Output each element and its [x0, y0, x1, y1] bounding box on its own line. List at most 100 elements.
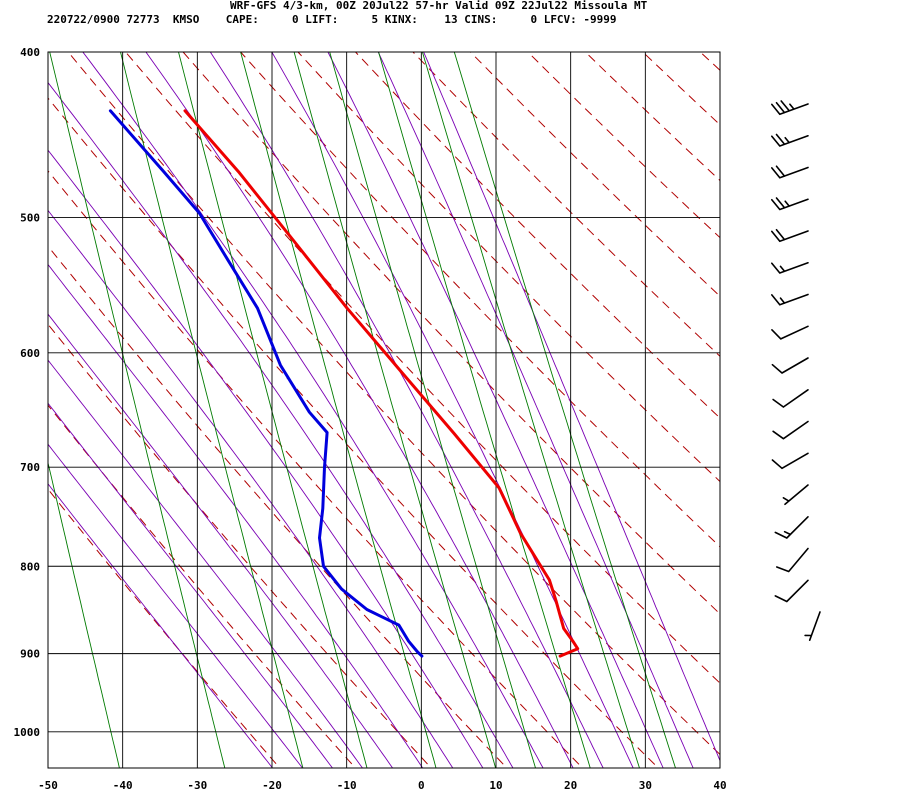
wind-barb	[771, 197, 809, 211]
wind-barb	[771, 100, 809, 116]
wind-barb	[771, 133, 809, 147]
wind-barb-stroke	[771, 133, 809, 147]
moist-adiabat	[48, 81, 514, 768]
x-tick-label: 20	[564, 779, 577, 792]
dry-adiabat	[48, 170, 584, 768]
dry-adiabat	[48, 488, 281, 768]
moist-adiabat	[48, 443, 304, 768]
dry-adiabat	[354, 52, 720, 419]
background-lines	[48, 33, 900, 775]
sounding-indices: 220722/0900 72773 KMSO CAPE: 0 LIFT: 5 K…	[47, 13, 617, 26]
x-tick-label: -40	[113, 779, 133, 792]
wind-barb-stroke	[771, 452, 809, 470]
wind-barb-stroke	[772, 389, 809, 408]
moist-adiabat	[209, 52, 604, 768]
dry-adiabat	[412, 52, 720, 357]
moist-adiabat	[82, 52, 544, 768]
dewpoint-profile	[108, 109, 424, 658]
wind-barb-stroke	[771, 262, 809, 274]
wind-barb-stroke	[771, 197, 809, 211]
wind-barb-stroke	[771, 165, 809, 179]
dry-adiabat	[527, 52, 720, 239]
dry-adiabat	[642, 52, 720, 126]
temperature-profile	[183, 109, 580, 658]
dry-adiabat	[239, 52, 720, 548]
dry-adiabat	[699, 52, 720, 71]
moist-adiabat	[377, 52, 694, 768]
wind-barb	[771, 357, 809, 374]
tick-labels: -50 -40 -30 -20 -10 0 10 20 30 40 400 500 600 700 800 9…	[14, 46, 727, 792]
wind-barb	[771, 452, 809, 470]
dry-adiabat	[794, 33, 900, 775]
moist-adiabat	[48, 209, 454, 768]
mixing-ratio-line	[378, 52, 591, 768]
x-tick-label: -30	[187, 779, 207, 792]
wind-barb-stroke	[774, 579, 809, 603]
wind-barb	[772, 420, 809, 440]
wind-barb	[771, 325, 809, 340]
moist-adiabat	[145, 52, 574, 768]
moist-adiabat	[48, 313, 394, 768]
wind-barb	[804, 611, 821, 641]
moist-adiabat	[327, 52, 664, 768]
wind-barbs	[771, 100, 821, 641]
wind-barb-stroke	[771, 228, 809, 243]
x-tick-label: -10	[337, 779, 357, 792]
moist-adiabat	[48, 149, 484, 768]
y-tick-label: 900	[20, 648, 40, 661]
y-tick-label: 700	[20, 461, 40, 474]
dry-adiabat	[48, 404, 357, 768]
moist-adiabat	[48, 402, 334, 768]
wind-barb	[771, 262, 809, 274]
wind-barb	[774, 579, 809, 603]
mixing-ratio-line	[329, 52, 536, 768]
moist-adiabat	[423, 52, 720, 762]
wind-barb-stroke	[771, 325, 809, 340]
wind-barb-stroke	[804, 611, 821, 641]
plot-frame	[47, 51, 721, 769]
wind-barb	[782, 484, 809, 506]
wind-barb	[772, 389, 809, 408]
moist-adiabat	[48, 359, 364, 768]
mixing-ratio-line	[453, 52, 676, 768]
dry-adiabat	[737, 33, 900, 775]
y-tick-label: 800	[20, 560, 40, 573]
dry-adiabat	[469, 52, 720, 297]
x-tick-label: -50	[38, 779, 58, 792]
dry-adiabat	[182, 52, 720, 615]
wind-barb-stroke	[771, 100, 809, 116]
wind-barb-stroke	[772, 420, 809, 440]
dry-adiabat	[48, 97, 660, 768]
y-tick-label: 1000	[14, 726, 41, 739]
mixing-ratio-line	[49, 52, 226, 768]
x-tick-label: 40	[713, 779, 726, 792]
y-tick-label: 600	[20, 347, 40, 360]
wind-barb	[771, 165, 809, 179]
wind-barb-stroke	[776, 547, 809, 573]
mixing-ratio-line	[240, 52, 437, 768]
wind-barb-stroke	[782, 484, 809, 506]
wind-barb	[771, 293, 809, 306]
mixing-ratio-line	[120, 52, 304, 768]
dry-adiabat	[48, 323, 432, 768]
wind-barb-stroke	[774, 516, 809, 539]
mixing-ratio-line	[48, 460, 120, 768]
dry-adiabat	[48, 245, 508, 768]
series-layer	[108, 109, 580, 658]
mixing-ratio-line	[293, 52, 497, 768]
dry-adiabat	[852, 33, 900, 775]
x-tick-label: 10	[489, 779, 502, 792]
wind-barb	[774, 516, 809, 539]
dry-adiabat	[67, 52, 720, 756]
x-tick-label: 0	[418, 779, 425, 792]
mixing-ratio-line	[178, 52, 368, 768]
wind-barb	[776, 547, 809, 573]
mixing-ratio-line	[421, 52, 640, 768]
wind-barb	[771, 228, 809, 243]
wind-barb-stroke	[771, 293, 809, 306]
y-tick-label: 400	[20, 46, 40, 59]
y-tick-label: 500	[20, 212, 40, 225]
moist-adiabat	[48, 263, 424, 768]
x-tick-label: 30	[639, 779, 652, 792]
